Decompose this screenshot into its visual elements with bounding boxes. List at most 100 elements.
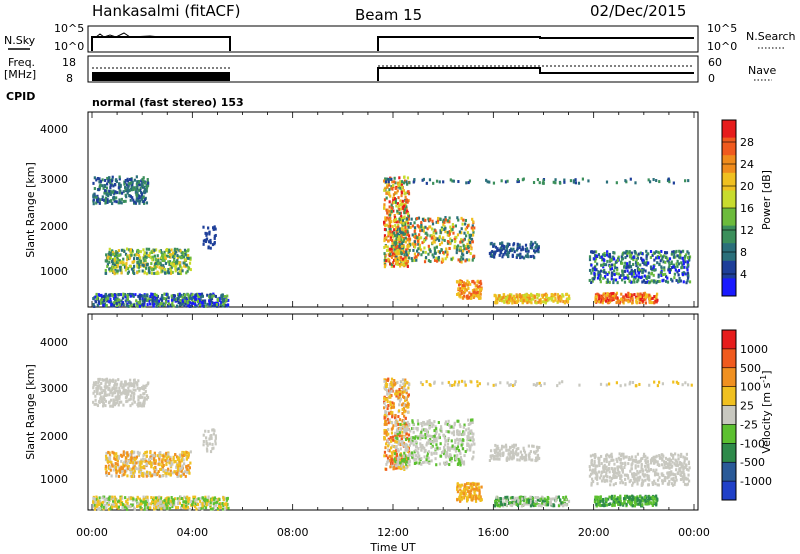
power-echo-cell bbox=[136, 257, 139, 261]
power-echo-cell bbox=[405, 261, 408, 265]
power-echo-cell bbox=[430, 236, 433, 240]
power-echo-cell bbox=[538, 298, 541, 302]
power-echo-cell bbox=[621, 253, 624, 257]
velocity-echo-cell bbox=[175, 455, 179, 459]
power-echo-cell bbox=[475, 294, 478, 298]
power-echo-cell bbox=[536, 296, 539, 300]
velocity-echo-cell bbox=[105, 456, 108, 460]
velocity-echo-cell bbox=[99, 397, 102, 401]
power-echo-cell bbox=[531, 294, 534, 298]
power-echo-cell bbox=[613, 263, 616, 267]
velocity-echo-cell bbox=[402, 395, 406, 399]
power-echo-cell bbox=[437, 258, 440, 262]
velocity-echo-cell bbox=[392, 445, 396, 449]
velocity-echo-cell bbox=[446, 438, 449, 442]
power-echo-cell bbox=[657, 275, 660, 279]
velocity-echo-cell bbox=[402, 443, 405, 447]
power-echo-cell bbox=[400, 183, 403, 187]
velocity-echo-cell bbox=[401, 390, 404, 394]
power-echo-cell bbox=[423, 246, 426, 250]
power-echo-cell bbox=[629, 270, 633, 274]
power-ytick-3000: 3000 bbox=[40, 173, 68, 186]
velocity-echo-cell bbox=[169, 499, 172, 503]
velocity-echo-cell bbox=[201, 502, 204, 506]
velocity-echo-cell bbox=[112, 399, 116, 403]
power-echo-cell bbox=[142, 176, 145, 180]
power-echo-cell bbox=[429, 249, 432, 253]
velocity-echo-cell bbox=[386, 400, 389, 404]
power-echo-cell bbox=[446, 230, 449, 234]
power-echo-cell bbox=[124, 181, 127, 185]
velocity-echo-cell bbox=[93, 503, 96, 507]
power-echo-cell bbox=[221, 304, 224, 308]
velocity-echo-cell bbox=[165, 456, 168, 460]
power-echo-cell bbox=[92, 296, 95, 300]
power-echo-cell bbox=[431, 241, 434, 245]
velocity-echo-cell bbox=[143, 396, 146, 400]
velocity-echo-cell bbox=[386, 417, 389, 421]
velocity-echo-cell bbox=[403, 467, 406, 471]
power-echo-cell bbox=[116, 258, 119, 262]
power-echo-cell bbox=[106, 176, 109, 180]
power-echo-cell bbox=[108, 293, 111, 297]
velocity-echo-cell bbox=[390, 446, 393, 450]
velocity-echo-cell bbox=[154, 461, 157, 465]
power-echo-cell bbox=[464, 218, 468, 222]
velocity-echo-cell bbox=[407, 454, 410, 458]
power-echo-cell bbox=[398, 211, 401, 215]
velocity-echo-cell bbox=[405, 458, 408, 462]
velocity-echo-cell bbox=[194, 505, 197, 509]
velocity-echo-cell bbox=[93, 402, 96, 406]
power-echo-cell bbox=[168, 254, 171, 258]
power-echo-cell bbox=[117, 249, 120, 253]
power-echo-cell bbox=[126, 298, 129, 302]
power-echo-cell bbox=[628, 271, 632, 275]
power-echo-cell bbox=[629, 296, 632, 300]
power-echo-cell bbox=[529, 255, 532, 259]
power-echo-cell bbox=[108, 176, 111, 180]
velocity-echo-cell bbox=[117, 474, 121, 478]
velocity-echo-cell bbox=[397, 390, 400, 394]
velocity-echo-cell bbox=[466, 442, 469, 446]
velocity-echo-cell bbox=[401, 460, 404, 464]
power-echo-cell bbox=[111, 249, 114, 253]
power-echo-cell bbox=[401, 231, 404, 235]
power-echo-cell bbox=[112, 261, 115, 265]
power-colorbar-tick-label: 16 bbox=[740, 202, 754, 215]
power-echo-cell bbox=[590, 271, 593, 275]
power-echo-cell bbox=[167, 296, 170, 300]
power-echo-cell bbox=[153, 254, 156, 258]
velocity-echo-cell bbox=[96, 404, 100, 408]
velocity-echo-cell bbox=[401, 419, 404, 423]
power-echo-cell bbox=[140, 192, 143, 196]
power-echo-cell bbox=[166, 293, 169, 297]
power-echo-cell bbox=[417, 247, 420, 251]
velocity-echo-cell bbox=[115, 505, 118, 509]
power-echo-cell bbox=[126, 271, 130, 275]
velocity-echo-cell bbox=[139, 393, 142, 397]
velocity-echo-cell bbox=[169, 469, 172, 473]
power-echo-cell bbox=[118, 182, 121, 186]
power-echo-cell bbox=[396, 249, 399, 253]
velocity-echo-cell bbox=[387, 459, 390, 463]
velocity-echo-cell bbox=[383, 435, 386, 439]
power-echo-cell bbox=[623, 295, 626, 299]
power-echo-cell bbox=[186, 302, 189, 306]
nsky-label: N.Sky bbox=[4, 34, 36, 47]
velocity-echo-cell bbox=[126, 453, 129, 457]
velocity-echo-cell bbox=[92, 381, 96, 385]
power-echo-cell bbox=[627, 294, 630, 298]
velocity-echo-cell bbox=[391, 461, 394, 465]
power-echo-cell bbox=[674, 268, 677, 272]
power-echo-cell bbox=[666, 276, 669, 280]
velocity-echo-cell bbox=[390, 431, 394, 435]
velocity-echo-cell bbox=[164, 497, 167, 501]
power-echo-cell bbox=[595, 262, 599, 266]
velocity-echo-cell bbox=[93, 505, 96, 509]
velocity-echo-cell bbox=[129, 453, 132, 457]
freq-label-2: [MHz] bbox=[4, 68, 36, 81]
velocity-echo-cell bbox=[406, 436, 409, 440]
power-echo-cell bbox=[506, 242, 509, 246]
power-echo-cell bbox=[640, 295, 644, 299]
velocity-echo-cell bbox=[169, 464, 172, 468]
